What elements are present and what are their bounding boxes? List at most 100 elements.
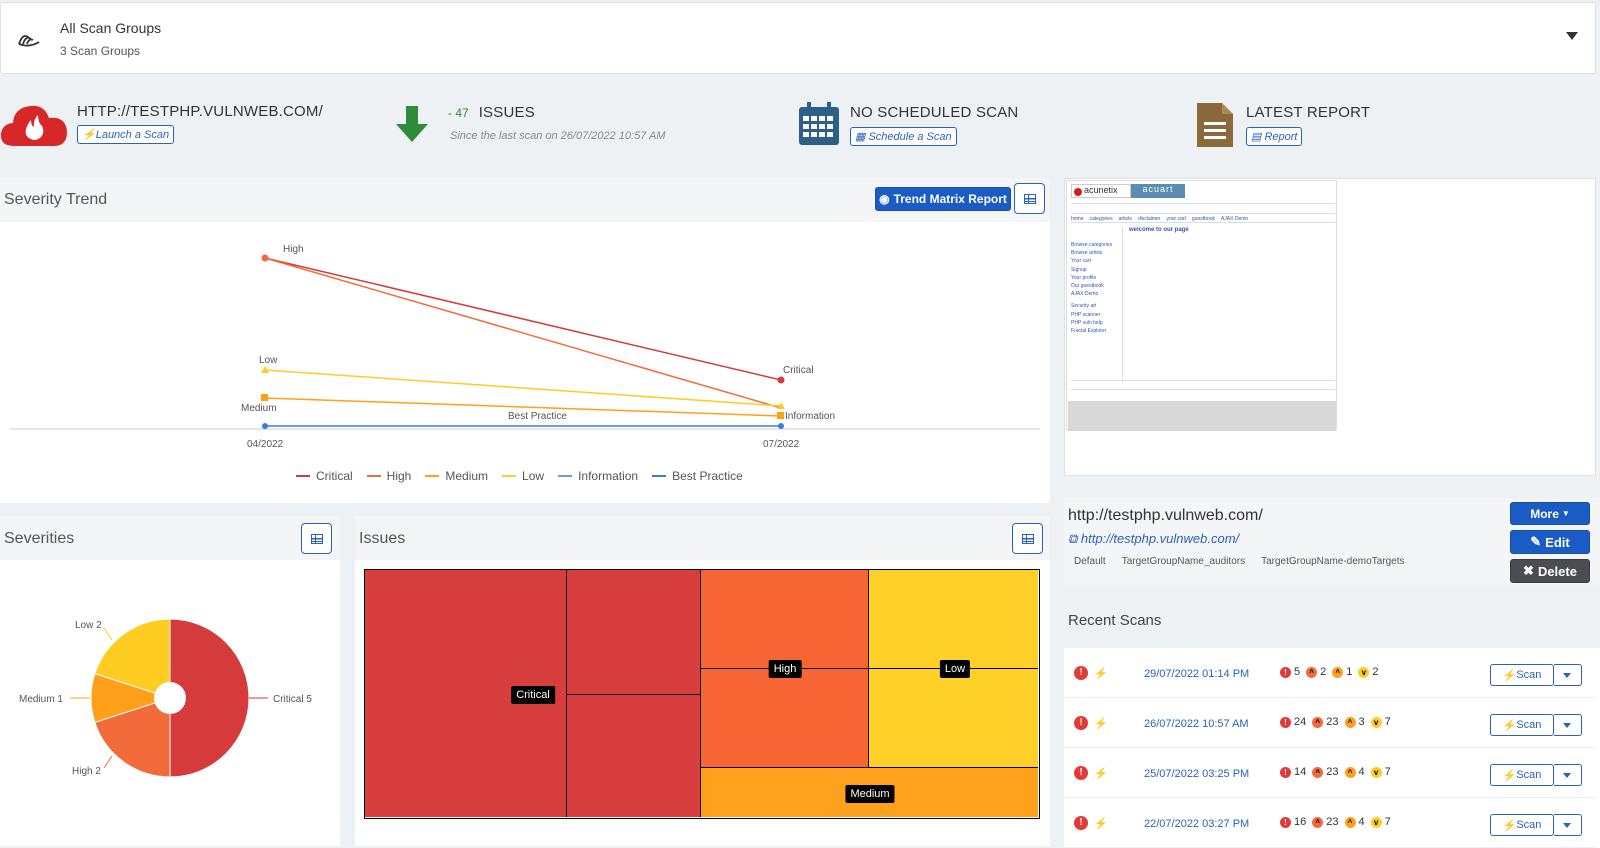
critical-icon: ! [1280,666,1291,678]
high-icon: ^ [1306,666,1318,678]
rescan-button[interactable]: ⚡ Scan [1490,714,1554,736]
point-label-high: High [283,244,304,255]
issues-treemap: Critical High Low Medium [364,569,1040,819]
report-file-icon [1197,103,1233,147]
issues-label: ISSUES [478,104,535,121]
external-link-icon: ⧉ [1068,531,1081,546]
scan-date[interactable]: 22/07/2022 03:27 PM [1144,818,1250,830]
low-icon: v [1370,816,1382,828]
point-best-07 [778,423,784,429]
treemap-cell-low-2[interactable] [869,669,1038,768]
scan-dropdown-button[interactable] [1554,814,1582,836]
scan-date[interactable]: 29/07/2022 01:14 PM [1144,668,1250,680]
edit-button[interactable]: ✎ Edit [1510,530,1590,554]
point-high-04 [261,254,269,262]
legend-information[interactable]: Information [558,469,638,483]
treemap-cell-low-1[interactable] [869,570,1038,669]
issues-table-button[interactable] [1012,523,1043,554]
scan-date[interactable]: 26/07/2022 10:57 AM [1144,718,1249,730]
severity-trend-legend: Critical High Medium Low Information Bes… [296,469,757,483]
pie-label-low: Low 2 [75,620,102,631]
target-url-title: http://testphp.vulnweb.com/ [1068,507,1263,524]
recent-scans-title: Recent Scans [1068,612,1162,629]
tag[interactable]: Default [1074,556,1106,567]
bolt-icon: ⚡ [1502,819,1517,832]
thumb-footer [1071,380,1335,390]
scan-dropdown-button[interactable] [1554,764,1582,786]
severity-trend-table-button[interactable] [1014,183,1045,214]
edit-icon: ✎ [1530,534,1542,549]
treemap-label-medium: Medium [845,785,895,803]
schedule-scan-button[interactable]: ▦ Schedule a Scan [850,127,957,146]
medium-icon: ^ [1344,816,1356,828]
latest-report-title: LATEST REPORT [1246,104,1371,121]
scan-date[interactable]: 25/07/2022 03:25 PM [1144,768,1250,780]
treemap-cell-critical-2[interactable] [567,570,701,695]
scan-dropdown-button[interactable] [1554,664,1582,686]
treemap-cell-high-2[interactable] [701,669,869,768]
table-icon [310,533,323,544]
tag[interactable]: TargetGroupName_auditors [1121,556,1246,567]
point-low-04 [261,366,269,373]
treemap-cell-critical-3[interactable] [567,695,701,817]
low-icon: v [1358,666,1370,678]
legend-low[interactable]: Low [502,469,544,483]
table-icon [1023,193,1036,204]
site-thumbnail[interactable]: acunetix acuart home categories artists dis… [1064,178,1596,476]
report-circle-icon: ◉ [879,192,890,206]
pie-leader-low [103,627,113,641]
legend-best-practice[interactable]: Best Practice [652,469,743,483]
critical-icon: ! [1280,716,1291,728]
severity-trend-chart: High Critical Low Medium Best Practice I… [10,244,1040,450]
legend-critical[interactable]: Critical [296,469,353,483]
bolt-icon: ⚡ [1502,769,1517,782]
scan-group-icon [18,35,40,47]
chevron-down-icon[interactable] [1566,32,1578,40]
target-url-link[interactable]: ⧉ http://testphp.vulnweb.com/ [1068,531,1240,546]
point-best-04 [262,423,268,429]
target-title: HTTP://TESTPHP.VULNWEB.COM/ [77,103,323,120]
more-button[interactable]: More ▼ [1510,502,1590,525]
scan-dropdown-button[interactable] [1554,714,1582,736]
target-tags: Default TargetGroupName_auditors TargetG… [1074,556,1405,567]
launch-scan-button[interactable]: ⚡Launch a Scan [77,125,175,144]
pie-slice-high[interactable] [94,697,171,778]
trend-matrix-report-button[interactable]: ◉ Trend Matrix Report [875,187,1011,211]
tag[interactable]: TargetGroupName-demoTargets [1261,556,1405,567]
delete-button[interactable]: ✖ Delete [1510,559,1590,583]
low-icon: v [1370,716,1382,728]
cloud-fire-icon [0,105,67,146]
bolt-icon: ⚡ [1502,719,1517,732]
treemap-cell-high-1[interactable] [701,570,869,669]
treemap-label-critical: Critical [511,686,555,704]
legend-high[interactable]: High [366,469,411,483]
bolt-icon: ⚡ [1094,667,1108,680]
scan-group-selector[interactable]: All Scan Groups 3 Scan Groups [0,2,1596,74]
point-label-information: Information [785,411,835,422]
issues-header [355,516,1050,560]
rescan-button[interactable]: ⚡ Scan [1490,814,1554,836]
pie-slice-low[interactable] [94,618,171,699]
legend-medium[interactable]: Medium [425,469,488,483]
medium-icon: ^ [1344,766,1356,778]
point-low-07 [777,402,785,409]
issues-title: Issues [359,530,406,547]
thumb-logo-acunetix: acunetix [1071,184,1131,198]
schedule-title: NO SCHEDULED SCAN [850,104,1019,121]
thumb-warning [1068,401,1336,431]
caret-down-icon: ▼ [1561,509,1570,518]
severities-table-button[interactable] [301,523,332,554]
series-line-high [264,257,782,409]
rescan-button[interactable]: ⚡ Scan [1490,764,1554,786]
bolt-icon: ⚡ [1502,669,1517,682]
report-button[interactable]: ▤ Report [1246,127,1303,146]
issues-since: Since the last scan on 26/07/2022 10:57 … [450,130,666,142]
thumb-logo-acuart: acuart [1131,184,1185,198]
severities-header [0,516,340,560]
rescan-button[interactable]: ⚡ Scan [1490,664,1554,686]
point-critical-07 [777,376,785,384]
